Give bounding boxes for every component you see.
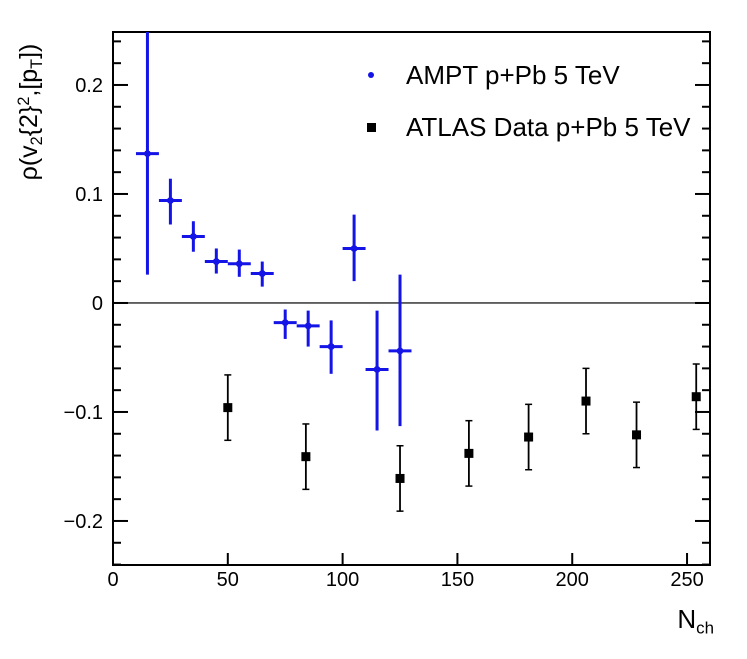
x-tick-label: 100 bbox=[326, 569, 359, 591]
atlas-marker bbox=[223, 403, 233, 413]
ampt-marker bbox=[212, 258, 220, 265]
y-tick-label: 0 bbox=[92, 293, 103, 315]
axis-title-segment: 2 bbox=[28, 136, 47, 146]
legend-entry-atlas: ATLAS Data p+Pb 5 TeV bbox=[362, 112, 691, 142]
y-tick-label: 0.2 bbox=[75, 75, 103, 97]
y-tick-label: −0.1 bbox=[64, 402, 103, 424]
ampt-marker bbox=[167, 197, 174, 204]
atlas-marker bbox=[301, 452, 311, 462]
axis-title-segment: ]) bbox=[14, 43, 43, 59]
axis-title-segment: {2} bbox=[14, 105, 43, 137]
ampt-marker bbox=[235, 260, 243, 268]
x-tick-label: 200 bbox=[556, 569, 589, 591]
axis-title-segment: 2 bbox=[14, 96, 33, 106]
atlas-marker bbox=[395, 473, 405, 483]
axis-title-segment: T bbox=[28, 58, 47, 69]
axis-title-segment: ch bbox=[696, 618, 714, 638]
atlas-legend-marker-box bbox=[362, 118, 380, 136]
atlas-marker bbox=[632, 430, 642, 440]
ampt-marker bbox=[189, 233, 197, 240]
x-tick-label: 50 bbox=[217, 569, 239, 591]
atlas-legend-label: ATLAS Data p+Pb 5 TeV bbox=[406, 111, 691, 142]
y-axis-title: ρ(v2{2}2,[pT]) bbox=[15, 44, 47, 181]
ampt-marker bbox=[327, 343, 335, 350]
x-tick-label: 250 bbox=[670, 569, 703, 591]
ampt-marker bbox=[304, 322, 312, 330]
ampt-legend-marker-box bbox=[362, 66, 380, 84]
ampt-marker bbox=[373, 366, 381, 373]
ampt-marker bbox=[281, 319, 289, 326]
plot-frame bbox=[112, 31, 711, 566]
atlas-marker bbox=[464, 448, 474, 458]
axis-title-segment: ρ(v bbox=[14, 145, 43, 181]
x-tick-label: 150 bbox=[441, 569, 474, 591]
ampt-marker bbox=[258, 270, 266, 277]
y-tick-label: 0.1 bbox=[75, 184, 103, 206]
atlas-marker bbox=[524, 432, 534, 442]
ampt-marker bbox=[144, 150, 151, 158]
x-tick-label: 0 bbox=[107, 569, 118, 591]
atlas-marker bbox=[581, 396, 591, 406]
ampt-marker bbox=[350, 245, 358, 252]
atlas-marker bbox=[691, 392, 701, 402]
y-tick-label: −0.2 bbox=[64, 511, 103, 533]
axis-title-segment: N bbox=[677, 604, 697, 634]
x-axis-title: Nch bbox=[677, 604, 714, 638]
ampt-legend-dot-icon bbox=[368, 72, 374, 78]
axis-title-segment: ,[p bbox=[14, 68, 43, 97]
ampt-legend-label: AMPT p+Pb 5 TeV bbox=[406, 59, 620, 90]
atlas-legend-square-icon bbox=[366, 122, 376, 132]
legend-entry-ampt: AMPT p+Pb 5 TeV bbox=[362, 60, 620, 90]
ampt-marker bbox=[396, 347, 404, 355]
